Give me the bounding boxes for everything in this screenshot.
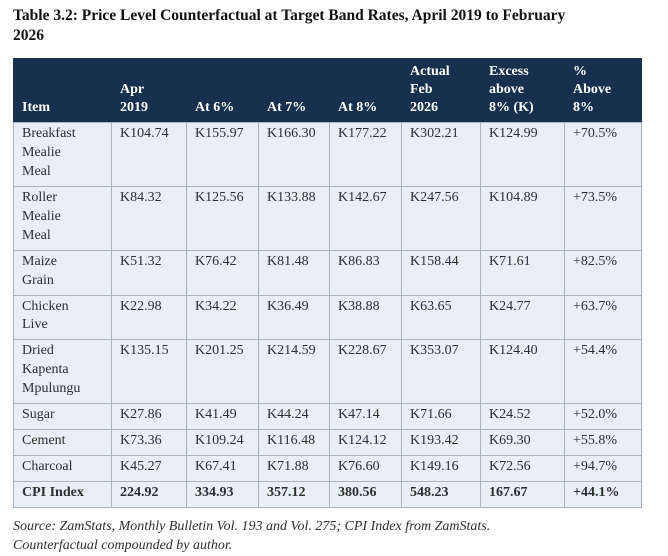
value-cell: K353.07 — [401, 339, 481, 405]
value-cell: K36.49 — [258, 294, 330, 341]
value-cell: K149.16 — [401, 454, 481, 482]
value-cell: +94.7% — [564, 454, 642, 482]
source-note: Source: ZamStats, Monthly Bulletin Vol. … — [13, 518, 491, 554]
value-cell: K193.42 — [401, 428, 481, 456]
value-cell: K71.88 — [258, 454, 330, 482]
value-cell: 224.92 — [111, 480, 187, 508]
value-cell: K109.24 — [186, 428, 259, 456]
value-cell: K24.52 — [480, 403, 565, 430]
value-cell: K166.30 — [258, 122, 330, 188]
price-counterfactual-table: Item Apr 2019 At 6% At 7% At 8% Actual F… — [13, 57, 642, 508]
value-cell: K214.59 — [258, 339, 330, 405]
value-cell: K81.48 — [258, 249, 330, 296]
item-cell: Cement — [13, 428, 112, 456]
value-cell: K22.98 — [111, 294, 187, 341]
value-cell: K38.88 — [329, 294, 402, 341]
table-row: Cement K73.36 K109.24 K116.48 K124.12 K1… — [13, 428, 642, 456]
value-cell: +55.8% — [564, 428, 642, 456]
col-header-at-7pct: At 7% — [258, 57, 330, 124]
table-row: Breakfast Mealie Meal K104.74 K155.97 K1… — [13, 122, 642, 188]
value-cell: K125.56 — [186, 186, 259, 251]
item-cell: Breakfast Mealie Meal — [13, 122, 112, 188]
value-cell: K45.27 — [111, 454, 187, 482]
col-header-at-6pct: At 6% — [186, 57, 259, 124]
value-cell: K104.74 — [111, 122, 187, 188]
col-header-apr-2019: Apr 2019 — [111, 57, 187, 124]
value-cell: +44.1% — [564, 480, 642, 508]
value-cell: K73.36 — [111, 428, 187, 456]
value-cell: +73.5% — [564, 186, 642, 251]
value-cell: K44.24 — [258, 403, 330, 430]
value-cell: K27.86 — [111, 403, 187, 430]
item-cell: Roller Mealie Meal — [13, 186, 112, 251]
col-header-pct-above-8pct: % Above 8% — [564, 57, 642, 124]
value-cell: K76.60 — [329, 454, 402, 482]
value-cell: 167.67 — [480, 480, 565, 508]
value-cell: K76.42 — [186, 249, 259, 296]
value-cell: K47.14 — [329, 403, 402, 430]
value-cell: K69.30 — [480, 428, 565, 456]
col-header-actual-feb-2026: Actual Feb 2026 — [401, 57, 481, 124]
value-cell: K34.22 — [186, 294, 259, 341]
value-cell: K124.99 — [480, 122, 565, 188]
table-body: Breakfast Mealie Meal K104.74 K155.97 K1… — [13, 122, 642, 508]
value-cell: K124.12 — [329, 428, 402, 456]
col-header-at-8pct: At 8% — [329, 57, 402, 124]
value-cell: K228.67 — [329, 339, 402, 405]
value-cell: K51.32 — [111, 249, 187, 296]
value-cell: K177.22 — [329, 122, 402, 188]
value-cell: K247.56 — [401, 186, 481, 251]
value-cell: +70.5% — [564, 122, 642, 188]
table-row: CPI Index 224.92 334.93 357.12 380.56 54… — [13, 480, 642, 508]
item-cell: Chicken Live — [13, 294, 112, 341]
value-cell: K133.88 — [258, 186, 330, 251]
header-row: Item Apr 2019 At 6% At 7% At 8% Actual F… — [13, 57, 642, 124]
table-row: Chicken Live K22.98 K34.22 K36.49 K38.88… — [13, 294, 642, 341]
value-cell: K155.97 — [186, 122, 259, 188]
table-row: Sugar K27.86 K41.49 K44.24 K47.14 K71.66… — [13, 403, 642, 430]
value-cell: K104.89 — [480, 186, 565, 251]
table-row: Roller Mealie Meal K84.32 K125.56 K133.8… — [13, 186, 642, 251]
value-cell: +52.0% — [564, 403, 642, 430]
value-cell: K86.83 — [329, 249, 402, 296]
value-cell: K302.21 — [401, 122, 481, 188]
table-row: Charcoal K45.27 K67.41 K71.88 K76.60 K14… — [13, 454, 642, 482]
value-cell: +82.5% — [564, 249, 642, 296]
value-cell: K142.67 — [329, 186, 402, 251]
value-cell: 334.93 — [186, 480, 259, 508]
value-cell: 548.23 — [401, 480, 481, 508]
value-cell: +54.4% — [564, 339, 642, 405]
item-cell: Charcoal — [13, 454, 112, 482]
value-cell: K71.66 — [401, 403, 481, 430]
table-row: Dried Kapenta Mpulungu K135.15 K201.25 K… — [13, 339, 642, 405]
value-cell: +63.7% — [564, 294, 642, 341]
value-cell: K24.77 — [480, 294, 565, 341]
value-cell: K71.61 — [480, 249, 565, 296]
table-title: Table 3.2: Price Level Counterfactual at… — [13, 7, 566, 45]
table-row: Maize Grain K51.32 K76.42 K81.48 K86.83 … — [13, 249, 642, 296]
value-cell: 357.12 — [258, 480, 330, 508]
col-header-item: Item — [13, 57, 112, 124]
value-cell: K84.32 — [111, 186, 187, 251]
value-cell: K158.44 — [401, 249, 481, 296]
value-cell: K41.49 — [186, 403, 259, 430]
value-cell: K67.41 — [186, 454, 259, 482]
value-cell: K116.48 — [258, 428, 330, 456]
value-cell: K63.65 — [401, 294, 481, 341]
value-cell: 380.56 — [329, 480, 402, 508]
item-cell: Maize Grain — [13, 249, 112, 296]
value-cell: K124.40 — [480, 339, 565, 405]
value-cell: K72.56 — [480, 454, 565, 482]
col-header-excess-above-8pct: Excess above 8% (K) — [480, 57, 565, 124]
item-cell: Dried Kapenta Mpulungu — [13, 339, 112, 405]
item-cell: Sugar — [13, 403, 112, 430]
value-cell: K201.25 — [186, 339, 259, 405]
item-cell: CPI Index — [13, 480, 112, 508]
value-cell: K135.15 — [111, 339, 187, 405]
